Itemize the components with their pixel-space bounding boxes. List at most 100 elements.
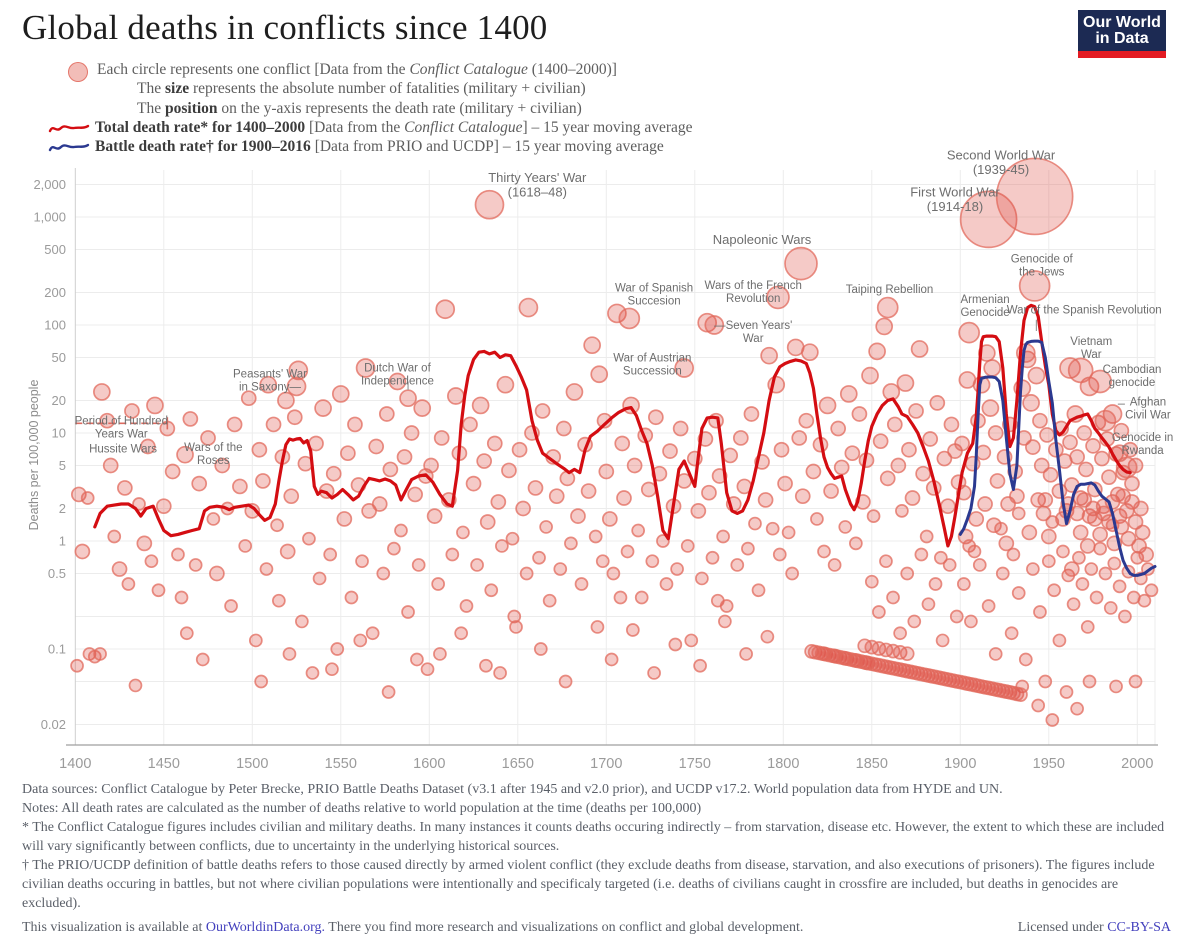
conflict-circle[interactable] <box>998 535 1015 552</box>
conflict-circle[interactable] <box>760 629 775 644</box>
conflict-circle[interactable] <box>899 646 915 662</box>
conflict-circle[interactable] <box>355 554 369 569</box>
conflict-circle[interactable] <box>396 449 413 465</box>
conflict-circle[interactable] <box>195 652 210 667</box>
conflict-circle[interactable] <box>875 317 894 336</box>
conflict-circle[interactable] <box>433 647 447 661</box>
conflict-circle[interactable] <box>1084 562 1099 576</box>
conflict-circle[interactable] <box>830 420 847 437</box>
conflict-circle[interactable] <box>555 420 572 437</box>
conflict-circle[interactable] <box>102 457 119 474</box>
conflict-circle[interactable] <box>949 609 964 624</box>
conflict-circle[interactable] <box>1011 506 1026 521</box>
conflict-circle-cambodian-genocide[interactable] <box>1088 369 1112 394</box>
conflict-circle[interactable] <box>595 554 610 569</box>
conflict-circle[interactable] <box>781 525 796 540</box>
conflict-circle[interactable] <box>1098 566 1113 581</box>
conflict-circle[interactable] <box>1037 492 1054 508</box>
conflict-circle[interactable] <box>933 550 948 565</box>
conflict-circle[interactable] <box>590 620 605 634</box>
conflict-circle[interactable] <box>823 483 839 499</box>
conflict-circle[interactable] <box>866 509 881 523</box>
conflict-circle[interactable] <box>495 539 509 553</box>
conflict-circle[interactable] <box>907 614 922 629</box>
conflict-circle-war-of-spanish-succesion[interactable] <box>618 307 641 330</box>
conflict-circle[interactable] <box>751 583 766 598</box>
conflict-circle[interactable] <box>564 536 578 551</box>
conflict-circle[interactable] <box>1085 438 1101 454</box>
conflict-circle[interactable] <box>872 433 889 450</box>
conflict-circle[interactable] <box>288 360 309 381</box>
conflict-circle[interactable] <box>910 340 929 358</box>
conflict-circle[interactable] <box>1113 422 1130 439</box>
conflict-circle[interactable] <box>240 390 257 407</box>
conflict-circle[interactable] <box>144 554 159 569</box>
conflict-circle[interactable] <box>613 590 628 605</box>
conflict-circle[interactable] <box>879 554 893 569</box>
conflict-circle[interactable] <box>1063 561 1080 577</box>
conflict-circle[interactable] <box>200 430 216 446</box>
conflict-circle[interactable] <box>983 359 1002 377</box>
conflict-circle[interactable] <box>1033 605 1047 619</box>
conflict-circle[interactable] <box>601 511 618 527</box>
conflict-circle[interactable] <box>214 457 231 474</box>
conflict-circle[interactable] <box>1107 556 1122 571</box>
conflict-circle[interactable] <box>1122 441 1139 458</box>
conflict-circle[interactable] <box>1033 457 1050 474</box>
conflict-circle[interactable] <box>785 566 800 581</box>
conflict-circle[interactable] <box>1022 394 1040 412</box>
conflict-circle[interactable] <box>423 457 439 474</box>
conflict-circle[interactable] <box>323 547 338 562</box>
conflict-circle[interactable] <box>986 517 1002 534</box>
conflict-circle[interactable] <box>732 430 749 446</box>
conflict-circle[interactable] <box>940 498 956 515</box>
conflict-circle[interactable] <box>70 658 84 673</box>
conflict-circle[interactable] <box>255 473 271 489</box>
conflict-circle[interactable] <box>701 484 717 501</box>
conflict-circle[interactable] <box>420 662 435 677</box>
conflict-circle[interactable] <box>501 462 517 479</box>
conflict-circle[interactable] <box>743 406 760 422</box>
conflict-circle[interactable] <box>748 516 762 531</box>
conflict-circle[interactable] <box>596 412 613 429</box>
conflict-circle[interactable] <box>151 583 166 598</box>
conflict-circle[interactable] <box>659 577 674 591</box>
conflict-circle[interactable] <box>206 512 221 526</box>
conflict-circle[interactable] <box>968 511 985 527</box>
conflict-circle[interactable] <box>1021 524 1038 541</box>
conflict-circle[interactable] <box>486 435 503 452</box>
conflict-circle[interactable] <box>1031 698 1046 713</box>
conflict-circle[interactable] <box>484 583 499 598</box>
conflict-circle[interactable] <box>394 523 408 538</box>
conflict-circle[interactable] <box>371 496 388 512</box>
conflict-circle[interactable] <box>631 523 646 538</box>
conflict-circle[interactable] <box>188 558 203 572</box>
conflict-circle-second-world-war[interactable] <box>995 157 1074 236</box>
conflict-circle[interactable] <box>365 626 380 641</box>
conflict-circle[interactable] <box>1130 550 1145 565</box>
conflict-circle[interactable] <box>1137 593 1152 608</box>
conflict-circle-peasants-war-in-saxony[interactable] <box>286 376 307 397</box>
conflict-circle[interactable] <box>209 565 225 582</box>
conflict-circle[interactable] <box>534 403 551 419</box>
conflict-circle[interactable] <box>378 406 395 422</box>
conflict-circle[interactable] <box>995 566 1010 581</box>
conflict-circle[interactable] <box>121 577 136 591</box>
conflict-circle[interactable] <box>305 666 320 680</box>
conflict-circle[interactable] <box>879 470 896 487</box>
conflict-circle[interactable] <box>818 396 837 415</box>
conflict-circle[interactable] <box>833 459 850 476</box>
conflict-circle-genocide-of-the-jews[interactable] <box>1018 270 1051 302</box>
conflict-circle[interactable] <box>886 416 903 433</box>
conflict-circle[interactable] <box>695 571 709 586</box>
conflict-circle[interactable] <box>730 558 745 572</box>
conflict-circle[interactable] <box>851 406 868 422</box>
conflict-circle[interactable] <box>606 566 621 581</box>
conflict-circle[interactable] <box>1004 626 1019 641</box>
conflict-circle[interactable] <box>387 541 401 556</box>
conflict-circle[interactable] <box>719 599 734 613</box>
footer-link[interactable]: CC-BY-SA <box>1107 920 1171 935</box>
conflict-circle[interactable] <box>1092 526 1108 543</box>
conflict-circle[interactable] <box>690 503 707 519</box>
conflict-circle[interactable] <box>312 571 327 586</box>
